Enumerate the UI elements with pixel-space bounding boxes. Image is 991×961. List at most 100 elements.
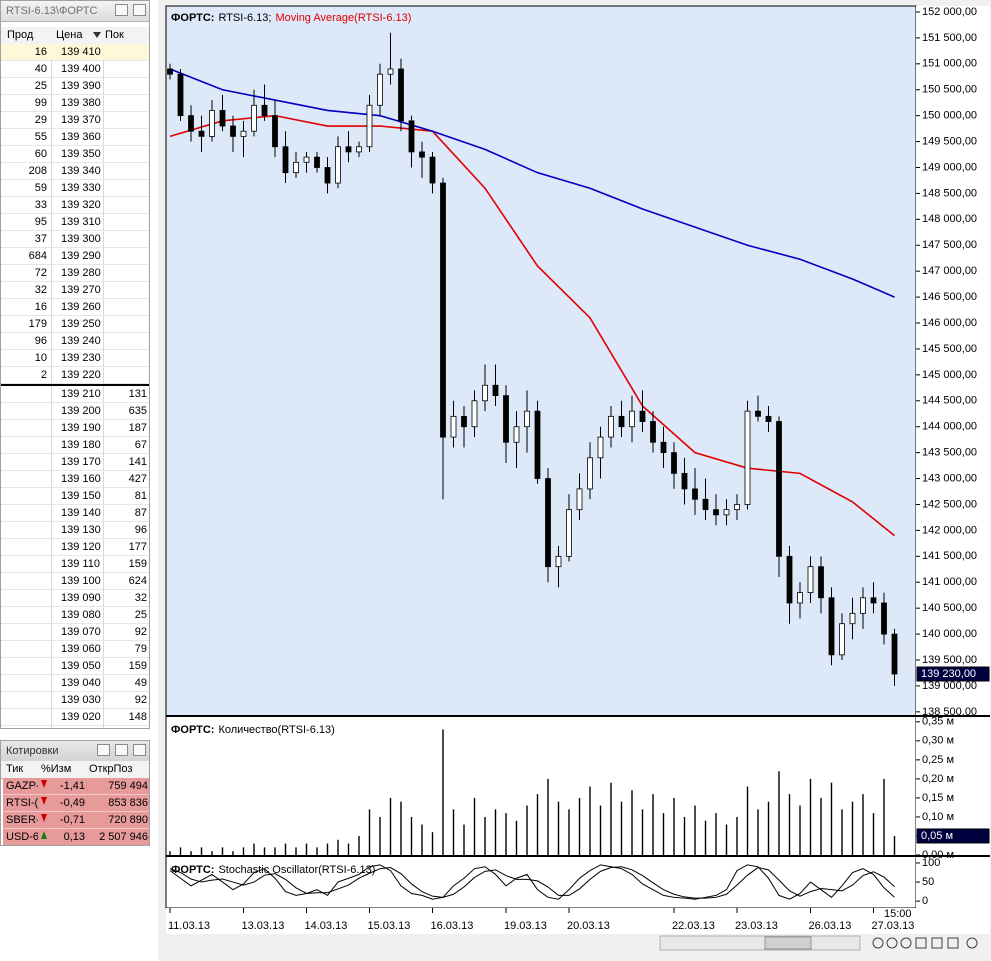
x-tick-label: 14.03.13 [305, 920, 348, 932]
volume-bar [599, 805, 602, 855]
candle-body [681, 472, 688, 490]
volume-bar [568, 809, 570, 855]
ask-row: 179 139 250 [1, 316, 149, 333]
volume-bar [305, 843, 308, 855]
ticker: SBER- [6, 814, 38, 826]
candle-body [555, 555, 562, 568]
bid-volume: 159 [128, 558, 147, 570]
bid-row: 139 130 96 [1, 522, 149, 539]
column-header[interactable]: ОткрПоз [89, 763, 133, 775]
ask-price: 139 390 [61, 80, 101, 92]
change-arrow [41, 780, 47, 788]
window-close[interactable] [133, 744, 146, 756]
bid-row: 139 040 49 [1, 675, 149, 692]
change-arrow [41, 814, 47, 822]
volume-bar [431, 832, 434, 855]
moving-average-line [169, 114, 896, 537]
y-tick-label: 146 000,00 [922, 317, 977, 329]
candle-body [461, 415, 467, 428]
y-tick-label: 150 500,00 [922, 84, 977, 96]
y-tick-label: 150 000,00 [922, 110, 977, 122]
settings[interactable] [966, 937, 978, 949]
column-header[interactable]: %Изм [41, 763, 72, 775]
bid-price: 139 070 [61, 626, 101, 638]
volume-bar [652, 794, 654, 855]
column-header[interactable]: Прод [7, 29, 34, 41]
y-tick-label: 0,25 м [922, 754, 954, 766]
y-tick-label: 139 500,00 [922, 654, 977, 666]
volume-bar [620, 801, 623, 855]
candle-body [335, 146, 341, 184]
y-tick-label: 149 500,00 [922, 135, 977, 147]
candle-body [471, 400, 478, 428]
candle-body [492, 384, 499, 397]
ask-row: 33 139 320 [1, 197, 149, 214]
bid-row: 139 150 81 [1, 488, 149, 505]
window-button[interactable] [115, 744, 128, 756]
zoom-out[interactable] [886, 937, 898, 949]
bid-row: 139 050 159 [1, 658, 149, 675]
fit[interactable] [915, 937, 927, 949]
window-button[interactable] [115, 4, 128, 16]
candle-body [702, 498, 709, 511]
y-tick-label: 151 500,00 [922, 32, 977, 44]
volume-bar [820, 797, 822, 855]
candle-body [881, 602, 887, 635]
bid-volume: 635 [128, 405, 147, 417]
stochastic-panel [165, 855, 917, 909]
ask-price: 139 370 [61, 114, 101, 126]
quote-row: SBER- -0,71 720 890 [3, 812, 149, 829]
window-button[interactable] [97, 744, 110, 756]
last-value-label: 139 230,00 [921, 668, 976, 680]
y-tick-label: 0,20 м [922, 773, 954, 785]
scroll[interactable] [931, 937, 943, 949]
y-tick-label: 143 000,00 [922, 472, 977, 484]
change-arrow [41, 797, 47, 805]
volume-bar [284, 843, 287, 855]
volume-bar [505, 813, 507, 855]
bid-volume: 177 [128, 541, 147, 553]
ask-volume: 16 [34, 301, 47, 313]
candle-body [860, 597, 866, 614]
column-header[interactable]: Пок [105, 29, 124, 41]
bid-price: 139 180 [61, 439, 101, 451]
volume-bar [473, 797, 476, 855]
bid-price: 139 190 [61, 422, 101, 434]
scroll-thumb[interactable] [764, 936, 812, 950]
bid-volume: 79 [134, 643, 147, 655]
ask-row: 10 139 230 [1, 350, 149, 367]
window-title: Котировки [6, 745, 59, 757]
ask-row: 2 139 220 [1, 367, 149, 384]
scrollbar[interactable] [659, 935, 861, 951]
move[interactable] [947, 937, 959, 949]
zoom-reset[interactable] [900, 937, 912, 949]
candle-body [272, 115, 278, 148]
volume-bar [463, 824, 465, 855]
panel-name: Количество(RTSI-6.13) [218, 724, 334, 736]
y-tick-label: 152 000,00 [922, 6, 977, 18]
change: -1,41 [59, 780, 85, 792]
ask-price: 139 310 [61, 216, 101, 228]
panel-name: Stochastic Oscillator(RTSI-6.13) [218, 864, 375, 876]
candle-body [828, 597, 835, 656]
column-header[interactable]: Цена [56, 29, 83, 41]
window-close[interactable] [133, 4, 146, 16]
change: -0,71 [59, 814, 85, 826]
column-header[interactable]: Тик [6, 763, 24, 775]
bid-price: 139 060 [61, 643, 101, 655]
candle-body [629, 410, 635, 428]
quote-row: USD-6 0,13 2 507 946 [3, 829, 149, 845]
volume-bar [704, 820, 707, 855]
bid-volume: 67 [134, 439, 147, 451]
x-tick-label: 26.03.13 [809, 920, 852, 932]
y-tick-label: 147 000,00 [922, 265, 977, 277]
zoom-in[interactable] [872, 937, 884, 949]
order-book-window: RTSI-6.13\ФОРТС Прод Цена Пок 16 139 410 4… [0, 0, 150, 729]
bid-volume: 96 [134, 524, 147, 536]
ask-volume: 2 [40, 369, 47, 381]
candle-body [818, 566, 824, 599]
candle-body [744, 410, 751, 505]
volume-bar [316, 847, 318, 855]
ask-volume: 10 [34, 352, 47, 364]
